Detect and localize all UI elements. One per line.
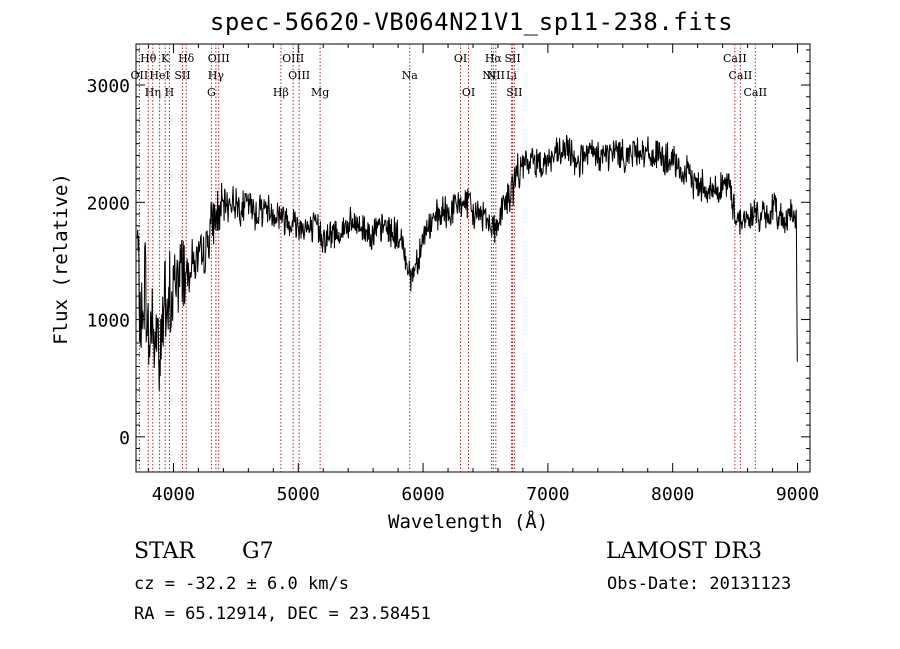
spectral-line-label: Hη (145, 86, 161, 99)
plot-border (135, 43, 811, 473)
spectral-line-label: Hθ (140, 52, 157, 65)
spectral-line-label: NII (482, 69, 500, 82)
spectral-line-label: Mg (311, 86, 329, 99)
spectral-line-label: SII (504, 52, 520, 65)
axis-tick-labels: 4000 5000 6000 7000 8000 9000 0 1000 2000 3000 (87, 76, 820, 505)
x-tick-label: 8000 (651, 484, 694, 505)
x-tick-label: 4000 (152, 484, 195, 505)
y-tick-label: 2000 (87, 193, 130, 214)
flux-series (136, 134, 798, 391)
y-axis-label: Flux (relative) (50, 173, 72, 345)
y-tick-label: 0 (119, 428, 130, 449)
plot-frame (135, 43, 811, 473)
spectral-line-label: Li (506, 69, 517, 82)
x-axis-label: Wavelength (Å) (388, 511, 549, 533)
spectral-line-label: SII (174, 69, 190, 82)
spectral-line-label: Hβ (273, 86, 289, 99)
coordinates: RA = 65.12914, DEC = 23.58451 (134, 604, 431, 624)
spectral-line-label: OI (454, 52, 467, 65)
axis-ticks (136, 44, 810, 472)
flux-line (136, 134, 798, 391)
chart-title: spec-56620-VB064N21V1_sp11-238.fits (209, 8, 734, 36)
spectral-line-label: OIII (282, 52, 304, 65)
survey-name: LAMOST DR3 (606, 539, 762, 564)
spectral-line-label: Na (402, 69, 419, 82)
y-tick-label: 3000 (87, 76, 130, 97)
spectral-line-label: Hγ (208, 69, 225, 82)
spectral-line-label: Hδ (178, 52, 195, 65)
obs-date: Obs-Date: 20131123 (607, 574, 792, 594)
object-subclass: G7 (242, 539, 274, 564)
spectral-line-label: G (207, 86, 216, 99)
x-tick-label: 6000 (401, 484, 444, 505)
spectral-line-label: OII (131, 69, 149, 82)
spectral-line-label: OIII (288, 69, 310, 82)
y-tick-label: 1000 (87, 311, 130, 332)
x-tick-label: 7000 (526, 484, 569, 505)
spectral-line-label: CaII (723, 52, 747, 65)
spectral-line-label: CaII (743, 86, 767, 99)
spectral-line-label: H (165, 86, 175, 99)
spectral-line-label: CaII (729, 69, 753, 82)
object-class: STAR (134, 539, 195, 564)
spectral-line-label: SII (506, 86, 522, 99)
spectral-line-label: HeI (149, 69, 169, 82)
spectral-line-markers (138, 44, 756, 472)
x-tick-label: 9000 (776, 484, 819, 505)
spectral-line-label: OI (462, 86, 475, 99)
spectral-line-label: K (161, 52, 170, 65)
x-tick-label: 5000 (277, 484, 320, 505)
spectral-line-label: Hα (485, 52, 503, 65)
spectral-line-label: NII (487, 69, 505, 82)
redshift-text: cz = -32.2 ± 6.0 km/s (134, 574, 349, 594)
spectral-line-label: OIII (208, 52, 230, 65)
